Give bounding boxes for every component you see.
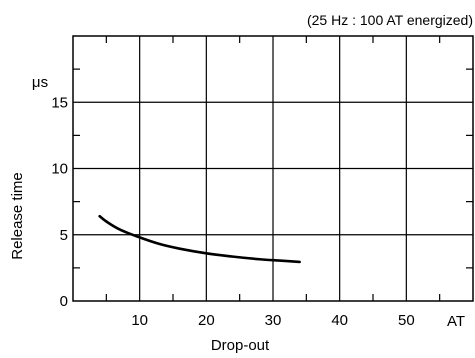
y-axis-label: Release time — [9, 172, 26, 260]
grid-lines — [73, 36, 473, 301]
release-time-curve — [98, 214, 301, 264]
y-tick-labels: 0 5 10 15 — [51, 94, 68, 310]
y-unit-label: μs — [32, 74, 48, 91]
x-unit-label: AT — [447, 313, 465, 330]
series-layer — [98, 214, 301, 264]
x-tick-labels: 10 20 30 40 50 — [131, 312, 414, 329]
x-tick-label: 50 — [398, 312, 415, 329]
y-tick-label: 0 — [60, 293, 68, 310]
y-tick-label: 10 — [51, 161, 68, 178]
y-tick-label: 5 — [60, 227, 68, 244]
chart-annotation: (25 Hz : 100 AT energized) — [307, 12, 473, 28]
y-tick-label: 15 — [51, 94, 68, 111]
x-tick-label: 10 — [131, 312, 148, 329]
x-tick-label: 40 — [331, 312, 348, 329]
axis-ticks — [73, 36, 473, 301]
x-tick-label: 20 — [198, 312, 215, 329]
x-axis-label: Drop-out — [211, 337, 270, 354]
x-tick-label: 30 — [265, 312, 282, 329]
plot-frame — [72, 35, 474, 302]
